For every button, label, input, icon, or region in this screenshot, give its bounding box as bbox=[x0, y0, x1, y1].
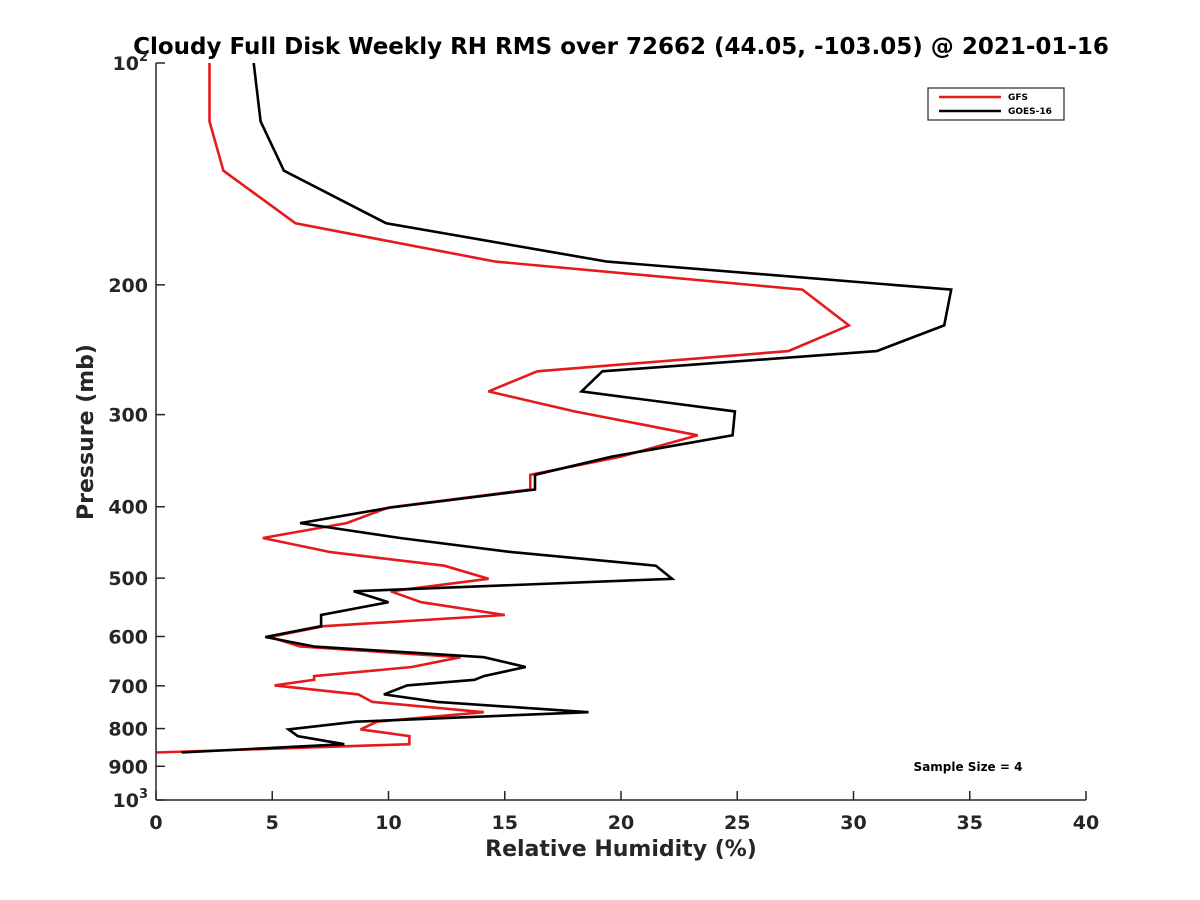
y-tick-label: 200 bbox=[108, 275, 148, 297]
x-tick-label: 40 bbox=[1073, 812, 1099, 834]
legend: GFS GOES-16 bbox=[927, 87, 1065, 121]
x-axis-ticks: 0 5 10 15 20 25 30 35 40 bbox=[149, 791, 1099, 834]
x-axis-label: Relative Humidity (%) bbox=[485, 837, 757, 862]
x-tick-label: 20 bbox=[608, 812, 634, 834]
y-tick-label: 600 bbox=[108, 626, 148, 648]
series-line-gfs bbox=[155, 63, 852, 754]
y-tick-label: 900 bbox=[108, 756, 148, 778]
x-tick-label: 5 bbox=[266, 812, 279, 834]
y-tick-label: 800 bbox=[108, 719, 148, 741]
series-layer bbox=[155, 62, 953, 754]
x-tick-label: 0 bbox=[149, 812, 162, 834]
y-tick-label: 400 bbox=[108, 497, 148, 519]
legend-gfs-label: GFS bbox=[1008, 93, 1028, 103]
legend-box bbox=[927, 87, 1065, 121]
y-tick-label: 102 bbox=[113, 50, 149, 75]
y-tick-label: 500 bbox=[108, 568, 148, 590]
sample-size-annotation: Sample Size = 4 bbox=[914, 760, 1023, 774]
y-tick-label: 300 bbox=[108, 405, 148, 427]
x-tick-label: 25 bbox=[724, 812, 750, 834]
y-tick-label: 700 bbox=[108, 676, 148, 698]
y-tick-label: 103 bbox=[113, 787, 149, 812]
chart-title: Cloudy Full Disk Weekly RH RMS over 7266… bbox=[133, 34, 1109, 60]
x-tick-label: 15 bbox=[492, 812, 518, 834]
x-tick-label: 30 bbox=[840, 812, 866, 834]
legend-goes16-label: GOES-16 bbox=[1008, 107, 1052, 117]
x-tick-label: 10 bbox=[375, 812, 401, 834]
y-axis-ticks: 102 200 300 400 500 600 700 800 900 103 bbox=[108, 50, 165, 812]
y-axis-label: Pressure (mb) bbox=[74, 344, 99, 520]
series-line-goes-16 bbox=[181, 62, 953, 754]
plot-area: 0 5 10 15 20 25 30 35 40 102 200 300 400 500 600 700 80… bbox=[108, 50, 1099, 834]
x-tick-label: 35 bbox=[957, 812, 983, 834]
